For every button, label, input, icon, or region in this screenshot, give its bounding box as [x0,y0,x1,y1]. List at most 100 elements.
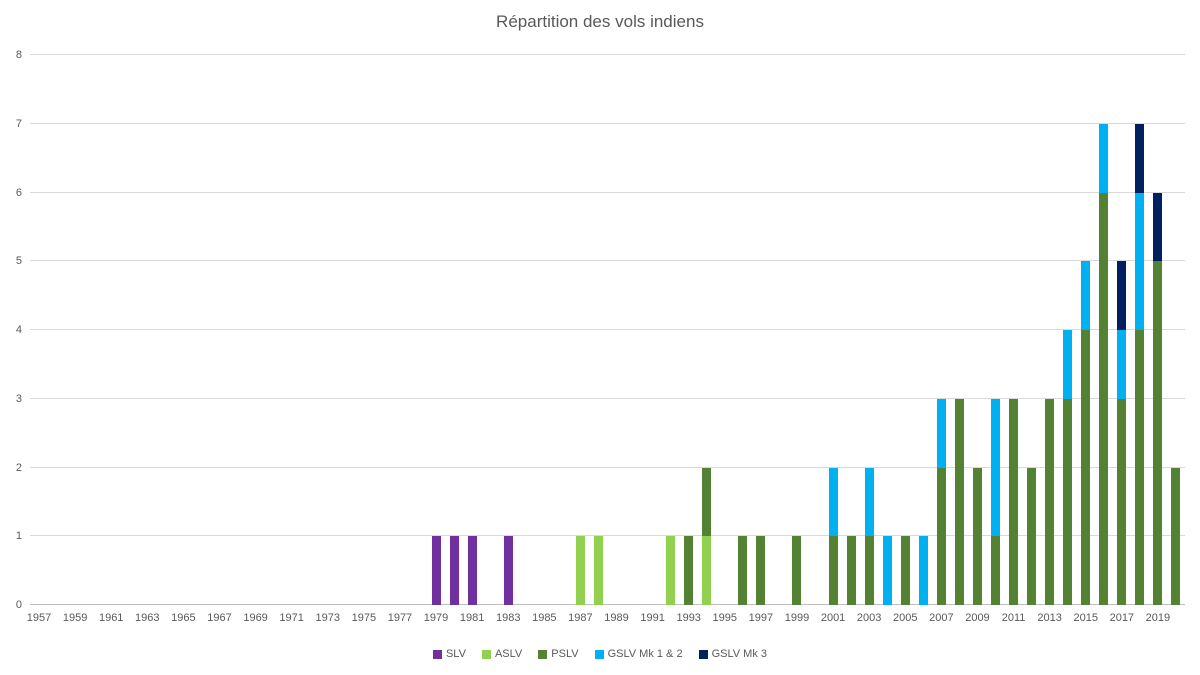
bar-segment-1993-pslv [684,536,694,605]
bar-segment-2005-pslv [900,536,910,605]
x-tick-label-1983: 1983 [495,612,521,624]
x-tick-label-1997: 1997 [748,612,774,624]
bar-segment-2007-gslv-mk-1-2 [936,398,946,468]
x-tick-label-2001: 2001 [820,612,846,624]
y-tick-label-0: 0 [15,599,22,611]
x-tick-label-1961: 1961 [98,612,124,624]
x-tick-label-1977: 1977 [387,612,413,624]
bar-segment-1983-slv [503,536,513,605]
bar-segment-2003-gslv-mk-1-2 [864,467,874,537]
bar-segment-2012-pslv [1027,467,1037,605]
y-tick-label-8: 8 [15,49,22,61]
x-tick-label-2007: 2007 [929,612,954,624]
x-tick-label-1999: 1999 [784,612,810,624]
chart-title: Répartition des vols indiens [496,12,704,31]
x-tick-label-1981: 1981 [459,612,485,624]
bar-segment-2001-gslv-mk-1-2 [828,467,838,537]
legend-item-pslv: PSLV [538,648,579,660]
legend: SLV ASLV PSLV GSLV Mk 1 & 2 GSLV Mk 3 [0,648,1200,660]
gridline-y-5 [30,260,1185,262]
bar-segment-1997-pslv [756,536,766,605]
bar-segment-2013-pslv [1045,398,1055,605]
x-tick-label-2013: 2013 [1037,612,1062,624]
bar-segment-2018-gslv-mk-3 [1135,123,1145,193]
x-tick-label-2009: 2009 [965,612,990,624]
bar-segment-2018-pslv [1135,330,1145,605]
bar-segment-2020-pslv [1171,467,1181,605]
x-tick-label-1987: 1987 [568,612,593,624]
bar-segment-2017-gslv-mk-3 [1117,261,1127,330]
x-tick-label-1989: 1989 [604,612,629,624]
x-tick-label-1971: 1971 [279,612,304,624]
x-tick-label-2017: 2017 [1109,612,1135,624]
legend-item-gslv-mk-3: GSLV Mk 3 [698,648,768,660]
bar-segment-2016-pslv [1099,192,1109,605]
legend-swatch-icon [698,649,708,659]
bar-segment-2015-gslv-mk-1-2 [1081,261,1091,330]
y-tick-label-4: 4 [15,324,22,336]
gridline-y-4 [30,329,1185,330]
x-tick-label-1959: 1959 [62,612,88,624]
bar-segment-1988-aslv [593,536,603,605]
bar-segment-2003-pslv [864,536,874,605]
bar-segment-2004-gslv-mk-1-2 [882,536,892,605]
x-tick-label-2015: 2015 [1073,612,1098,624]
legend-label: ASLV [494,648,523,660]
legend-item-aslv: ASLV [481,648,523,660]
gridline-y-6 [30,191,1185,193]
x-tick-label-1991: 1991 [640,612,665,624]
bar-segment-1999-pslv [792,536,802,605]
bar-segment-2007-pslv [936,467,946,605]
legend-label: GSLV Mk 1 & 2 [607,648,683,660]
y-tick-label-6: 6 [15,186,22,199]
bar-segment-2011-pslv [1009,398,1019,605]
x-tick-label-1985: 1985 [532,612,557,624]
legend-swatch-icon [538,649,548,659]
bar-segment-2010-pslv [991,536,1000,605]
x-tick-label-1965: 1965 [171,612,196,624]
y-tick-label-1: 1 [15,530,22,543]
bar-segment-1996-pslv [738,536,748,605]
legend-item-gslv-mk-1-2: GSLV Mk 1 & 2 [594,648,683,660]
bar-segment-2006-gslv-mk-1-2 [918,536,928,605]
bar-segment-1994-aslv [702,536,712,605]
x-tick-label-1975: 1975 [351,612,377,624]
legend-label: GSLV Mk 3 [711,648,768,660]
x-tick-label-1963: 1963 [135,612,160,624]
x-tick-label-2019: 2019 [1145,612,1171,624]
gridline-y-8 [30,54,1185,55]
gridline-y-7 [30,122,1185,124]
bar-segment-1987-aslv [575,536,585,605]
x-tick-label-2003: 2003 [856,612,882,624]
x-tick-label-1995: 1995 [712,612,738,624]
plot-area [30,54,1185,605]
gridline-y-1 [30,535,1185,537]
bar-segment-1980-slv [449,536,459,605]
y-tick-label-7: 7 [15,117,22,130]
legend-swatch-icon [594,649,604,659]
bar-segment-2002-pslv [846,536,856,605]
bar-segment-2001-pslv [828,536,838,605]
x-tick-label-1993: 1993 [676,612,701,624]
y-tick-label-5: 5 [15,255,22,268]
bar-segment-2014-pslv [1063,398,1073,605]
bar-segment-2015-pslv [1081,330,1091,605]
legend-label: SLV [445,648,466,660]
bar-segment-2019-gslv-mk-3 [1153,192,1163,262]
x-tick-label-2005: 2005 [893,612,918,624]
gridline-y-2 [30,466,1185,468]
bar-segment-2017-gslv-mk-1-2 [1117,330,1127,399]
bar-segment-1981-slv [467,536,477,605]
gridline-y-3 [30,397,1185,399]
x-tick-label-2011: 2011 [1001,612,1026,624]
bar-segment-2017-pslv [1117,398,1127,605]
bar-segment-2009-pslv [972,467,982,605]
bar-segment-1992-aslv [666,536,676,605]
legend-swatch-icon [481,649,491,659]
x-tick-label-1967: 1967 [207,612,232,624]
bar-segment-2008-pslv [954,398,964,605]
x-tick-label-1973: 1973 [315,612,340,624]
x-tick-label-1969: 1969 [243,612,268,624]
bar-segment-2018-gslv-mk-1-2 [1135,192,1145,330]
legend-swatch-icon [432,649,442,659]
